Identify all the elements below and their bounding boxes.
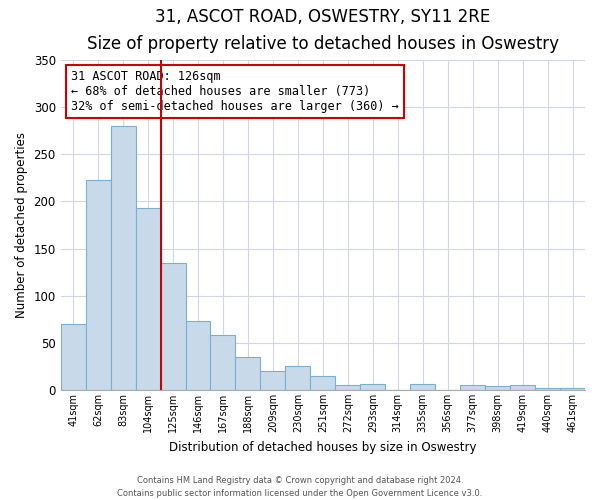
- Text: 31 ASCOT ROAD: 126sqm
← 68% of detached houses are smaller (773)
32% of semi-det: 31 ASCOT ROAD: 126sqm ← 68% of detached …: [71, 70, 399, 113]
- Bar: [286, 366, 310, 390]
- Bar: [86, 180, 110, 390]
- Bar: [211, 336, 235, 390]
- Text: Contains HM Land Registry data © Crown copyright and database right 2024.
Contai: Contains HM Land Registry data © Crown c…: [118, 476, 482, 498]
- Bar: [460, 386, 485, 390]
- Bar: [535, 388, 560, 390]
- Bar: [410, 384, 435, 390]
- Bar: [161, 262, 185, 390]
- Bar: [560, 388, 585, 390]
- Y-axis label: Number of detached properties: Number of detached properties: [15, 132, 28, 318]
- Bar: [310, 376, 335, 390]
- Title: 31, ASCOT ROAD, OSWESTRY, SY11 2RE
Size of property relative to detached houses : 31, ASCOT ROAD, OSWESTRY, SY11 2RE Size …: [87, 8, 559, 53]
- Bar: [110, 126, 136, 390]
- Bar: [185, 321, 211, 390]
- Bar: [360, 384, 385, 390]
- Bar: [510, 386, 535, 390]
- X-axis label: Distribution of detached houses by size in Oswestry: Distribution of detached houses by size …: [169, 440, 476, 454]
- Bar: [485, 386, 510, 390]
- Bar: [260, 371, 286, 390]
- Bar: [136, 208, 161, 390]
- Bar: [235, 357, 260, 390]
- Bar: [61, 324, 86, 390]
- Bar: [335, 386, 360, 390]
